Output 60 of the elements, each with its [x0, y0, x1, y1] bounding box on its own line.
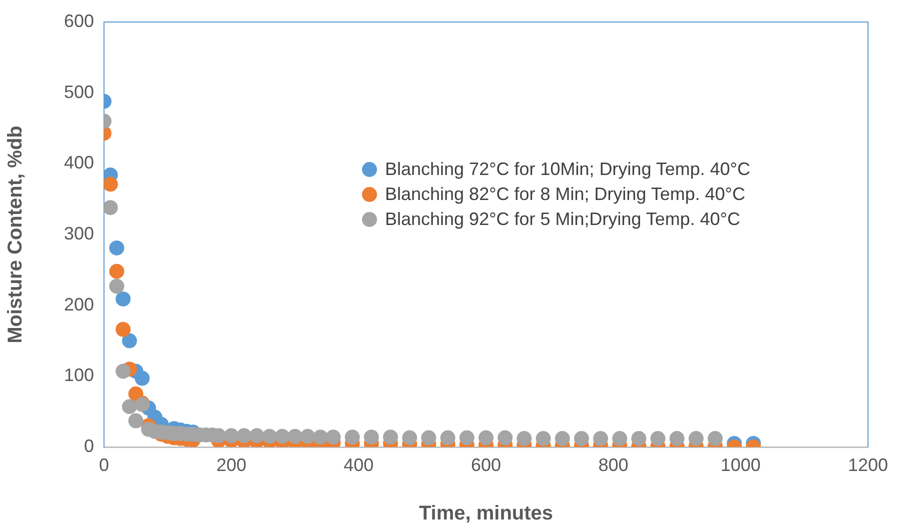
x-tick-label: 0: [98, 454, 110, 475]
point: [554, 431, 570, 446]
x-tick-label: 400: [344, 454, 374, 475]
legend-label: Blanching 92°C for 5 Min;Drying Temp. 40°C: [385, 209, 740, 230]
point: [402, 430, 418, 446]
point: [262, 428, 278, 444]
point: [236, 428, 252, 444]
point: [128, 413, 144, 428]
point: [109, 278, 124, 294]
point: [300, 428, 316, 444]
point: [478, 430, 494, 446]
point: [116, 364, 131, 379]
point: [122, 399, 137, 414]
point: [459, 430, 474, 446]
point: [116, 322, 131, 337]
point: [116, 291, 131, 306]
point: [536, 431, 551, 446]
point: [364, 430, 379, 445]
point: [312, 430, 328, 445]
y-tick-label: 200: [64, 294, 94, 314]
point: [650, 431, 666, 446]
point: [498, 430, 513, 446]
x-tick-label: 1200: [848, 454, 888, 475]
point: [344, 430, 360, 445]
point: [224, 428, 239, 444]
x-tick-label: 200: [216, 454, 246, 475]
point: [274, 428, 290, 444]
point: [612, 431, 628, 446]
y-tick-label: 400: [64, 152, 94, 173]
point: [440, 430, 456, 446]
x-tick-label: 1000: [720, 454, 761, 475]
y-tick-label: 300: [64, 223, 94, 244]
point: [288, 428, 302, 444]
point: [326, 430, 341, 445]
x-axis-title: Time, minutes: [418, 502, 554, 525]
point: [109, 264, 124, 279]
point: [631, 431, 646, 446]
point: [593, 431, 608, 446]
point: [383, 430, 398, 445]
point: [122, 333, 137, 348]
y-tick-label: 600: [64, 10, 94, 31]
point: [104, 176, 118, 192]
point: [421, 430, 436, 446]
x-tick-label: 600: [470, 454, 502, 475]
point: [516, 431, 532, 446]
point: [109, 240, 124, 256]
point: [574, 431, 589, 446]
point: [134, 370, 150, 386]
point: [688, 431, 704, 446]
x-tick-label: 800: [598, 454, 628, 475]
y-tick-label: 500: [64, 82, 94, 102]
legend-label: Blanching 72°C for 10Min; Drying Temp. 40°C: [385, 159, 750, 180]
point: [104, 200, 118, 216]
point: [708, 431, 723, 446]
y-tick-label: 100: [64, 365, 94, 386]
point: [249, 428, 264, 444]
legend-label: Blanching 82°C for 8 Min; Drying Temp. 40°C: [385, 184, 746, 205]
point: [670, 431, 684, 446]
y-tick-label: 0: [84, 436, 94, 456]
y-axis-title: Moisture Content, %db: [4, 126, 27, 344]
